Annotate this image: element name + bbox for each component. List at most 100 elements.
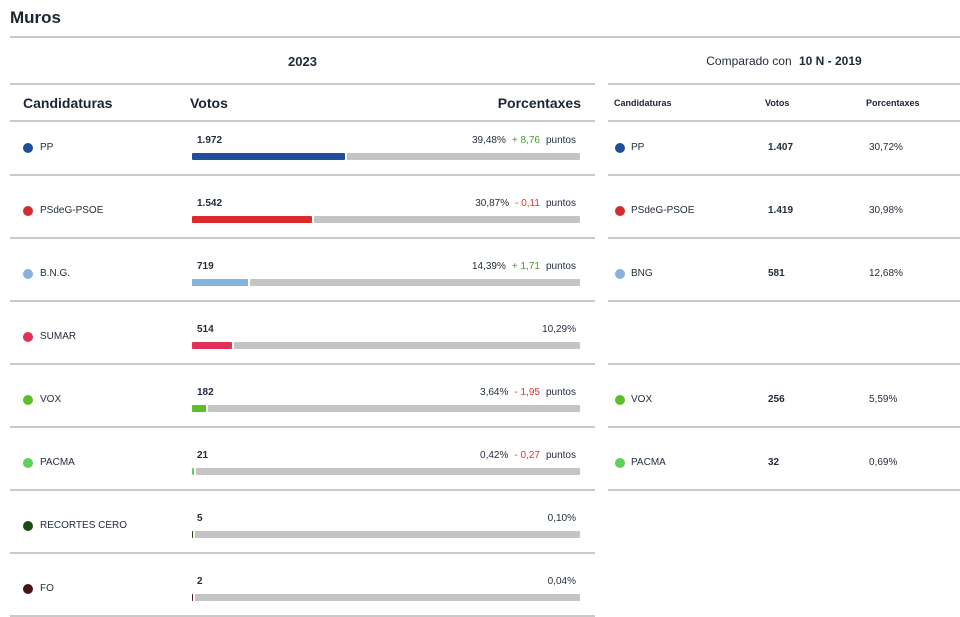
vote-share-fill — [192, 531, 193, 538]
party-color-dot — [23, 332, 33, 342]
vote-share-bar — [192, 279, 580, 286]
percentage-value: 0,10% — [547, 513, 576, 524]
vote-count: 719 — [197, 261, 214, 272]
table-row: PSdeG-PSOE 1.419 30,98% — [608, 176, 960, 239]
comparison-election: 10 N - 2019 — [799, 54, 862, 68]
table-row: PSdeG-PSOE 1.542 30,87% - 0,11 puntos — [10, 176, 595, 239]
percentage-value: 0,04% — [547, 576, 576, 587]
vote-count: 514 — [197, 324, 214, 335]
party-name: PSdeG-PSOE — [40, 205, 104, 216]
table-row: RECORTES CERO 5 0,10% — [10, 491, 595, 554]
party-color-dot — [23, 584, 33, 594]
table-row: PP 1.407 30,72% — [608, 122, 960, 176]
percentage: 14,39% + 1,71 puntos — [472, 261, 576, 272]
percentage-change: - 0,11 — [515, 198, 540, 209]
vote-share-bar — [192, 594, 580, 601]
percentage: 3,64% - 1,95 puntos — [480, 387, 576, 398]
col-header-pct: Porcentaxes — [497, 95, 581, 111]
change-unit: puntos — [545, 261, 576, 272]
vote-share-fill — [192, 405, 206, 412]
vote-count: 256 — [768, 394, 785, 405]
party-color-dot — [615, 269, 625, 279]
col-header-votes: Votos — [765, 98, 790, 108]
vote-share-bar — [192, 153, 580, 160]
percentage: 0,42% - 0,27 puntos — [480, 450, 576, 461]
table-row: PACMA 21 0,42% - 0,27 puntos — [10, 428, 595, 491]
vote-share-fill — [192, 216, 312, 223]
table-row: VOX 182 3,64% - 1,95 puntos — [10, 365, 595, 428]
vote-count: 1.972 — [197, 135, 223, 146]
vote-share-fill — [192, 468, 194, 475]
party-color-dot — [615, 458, 625, 468]
page-title: Muros — [10, 8, 61, 27]
results-2023-header: Candidaturas Votos Porcentaxes — [10, 85, 595, 122]
percentage: 30,98% — [869, 205, 903, 216]
party-name: FO — [40, 583, 54, 594]
percentage-value: 0,42% — [480, 450, 509, 461]
results-2019-rows: PP 1.407 30,72% PSdeG-PSOE 1.419 30,98% BNG 581… — [608, 122, 960, 491]
vote-count: 1.542 — [197, 198, 223, 209]
party-name: SUMAR — [40, 331, 77, 342]
vote-share-bar — [192, 405, 580, 412]
title-divider — [10, 36, 960, 38]
party-color-dot — [23, 269, 33, 279]
vote-share-bar — [192, 342, 580, 349]
party-name: PP — [631, 142, 645, 153]
party-name: PP — [40, 142, 54, 153]
vote-share-remainder — [196, 468, 580, 475]
vote-count: 32 — [768, 457, 780, 468]
vote-share-remainder — [234, 342, 580, 349]
vote-share-remainder — [250, 279, 580, 286]
party-color-dot — [23, 395, 33, 405]
table-row: FO 2 0,04% — [10, 554, 595, 617]
vote-count: 21 — [197, 450, 209, 461]
results-2023-panel: 2023 Candidaturas Votos Porcentaxes PP 1.… — [10, 38, 595, 617]
comparison-header: Comparado con 10 N - 2019 — [608, 38, 960, 85]
percentage-value: 39,48% — [471, 135, 506, 146]
table-row: PACMA 32 0,69% — [608, 428, 960, 491]
percentage-value: 30,87% — [475, 198, 510, 209]
party-color-dot — [23, 521, 33, 531]
vote-count: 1.419 — [768, 205, 794, 216]
vote-count: 5 — [197, 513, 203, 524]
vote-share-remainder — [195, 594, 580, 601]
col-header-pct: Porcentaxes — [866, 98, 920, 108]
party-color-dot — [615, 143, 625, 153]
percentage: 30,72% — [869, 142, 903, 153]
percentage-value: 3,64% — [480, 387, 509, 398]
percentage-change: - 0,27 — [514, 450, 540, 461]
change-unit: puntos — [545, 387, 576, 398]
results-2019-panel: Comparado con 10 N - 2019 Candidaturas V… — [608, 38, 960, 491]
vote-share-remainder — [314, 216, 580, 223]
vote-share-fill — [192, 153, 345, 160]
vote-share-fill — [192, 594, 193, 601]
col-header-party: Candidaturas — [614, 98, 672, 108]
change-unit: puntos — [545, 450, 576, 461]
party-name: VOX — [40, 394, 62, 405]
percentage: 0,04% — [548, 576, 576, 587]
results-2019-header: Candidaturas Votos Porcentaxes — [608, 85, 960, 122]
vote-share-remainder — [347, 153, 580, 160]
percentage: 10,29% — [542, 324, 576, 335]
change-unit: puntos — [545, 198, 576, 209]
party-name: PACMA — [631, 457, 666, 468]
percentage-change: + 8,76 — [511, 135, 540, 146]
table-row: SUMAR 514 10,29% — [10, 302, 595, 365]
party-color-dot — [615, 395, 625, 405]
vote-share-bar — [192, 216, 580, 223]
party-name: BNG — [631, 268, 653, 279]
party-color-dot — [615, 206, 625, 216]
vote-share-fill — [192, 279, 248, 286]
percentage-change: + 1,71 — [511, 261, 540, 272]
percentage: 30,87% - 0,11 puntos — [475, 198, 576, 209]
empty-row — [608, 302, 960, 365]
percentage-value: 10,29% — [542, 324, 576, 335]
vote-count: 2 — [197, 576, 203, 587]
party-color-dot — [23, 143, 33, 153]
table-row: VOX 256 5,59% — [608, 365, 960, 428]
percentage: 12,68% — [869, 268, 903, 279]
percentage: 0,10% — [548, 513, 576, 524]
vote-share-remainder — [208, 405, 580, 412]
col-header-votes: Votos — [190, 95, 228, 111]
change-unit: puntos — [545, 135, 576, 146]
